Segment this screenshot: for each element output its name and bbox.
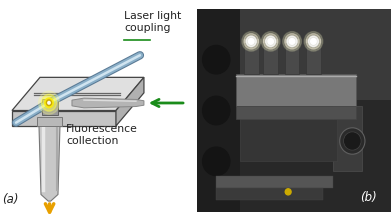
Circle shape <box>283 32 301 51</box>
Circle shape <box>285 34 299 49</box>
Circle shape <box>340 128 365 154</box>
Text: Laser light
coupling: Laser light coupling <box>124 11 181 33</box>
Circle shape <box>343 132 361 150</box>
Circle shape <box>203 96 230 125</box>
Polygon shape <box>197 9 391 212</box>
Text: Fluorescence
collection: Fluorescence collection <box>66 124 138 146</box>
Polygon shape <box>216 175 333 188</box>
Polygon shape <box>42 99 58 115</box>
Polygon shape <box>197 9 240 212</box>
Circle shape <box>242 32 261 51</box>
Circle shape <box>46 100 52 106</box>
Circle shape <box>246 36 256 47</box>
Polygon shape <box>240 9 391 100</box>
Polygon shape <box>12 110 116 126</box>
Circle shape <box>244 34 259 49</box>
Circle shape <box>268 38 273 44</box>
Circle shape <box>287 36 297 47</box>
Circle shape <box>45 98 53 108</box>
Polygon shape <box>236 107 356 119</box>
Circle shape <box>306 34 321 49</box>
Polygon shape <box>37 117 62 126</box>
Circle shape <box>304 32 323 51</box>
Circle shape <box>261 32 280 51</box>
Polygon shape <box>236 74 356 107</box>
Text: (a): (a) <box>2 192 18 206</box>
Polygon shape <box>263 39 278 43</box>
Polygon shape <box>39 126 60 201</box>
Circle shape <box>309 36 318 47</box>
Polygon shape <box>244 39 258 43</box>
Circle shape <box>47 101 51 105</box>
Circle shape <box>203 147 230 175</box>
Polygon shape <box>116 77 144 126</box>
Circle shape <box>311 38 316 44</box>
Polygon shape <box>72 98 144 108</box>
Polygon shape <box>306 39 321 74</box>
Polygon shape <box>306 39 321 43</box>
Circle shape <box>48 101 50 104</box>
Polygon shape <box>240 119 337 161</box>
Polygon shape <box>12 77 144 110</box>
Circle shape <box>263 34 278 49</box>
Circle shape <box>38 91 59 114</box>
Polygon shape <box>285 39 299 74</box>
Polygon shape <box>244 39 258 74</box>
Polygon shape <box>285 39 299 43</box>
Text: (b): (b) <box>360 191 377 204</box>
Circle shape <box>285 189 291 195</box>
Circle shape <box>42 94 56 111</box>
Circle shape <box>266 36 276 47</box>
Circle shape <box>289 38 295 44</box>
Circle shape <box>249 38 254 44</box>
Circle shape <box>203 46 230 74</box>
Polygon shape <box>216 188 323 200</box>
Polygon shape <box>333 107 362 171</box>
Polygon shape <box>263 39 278 74</box>
